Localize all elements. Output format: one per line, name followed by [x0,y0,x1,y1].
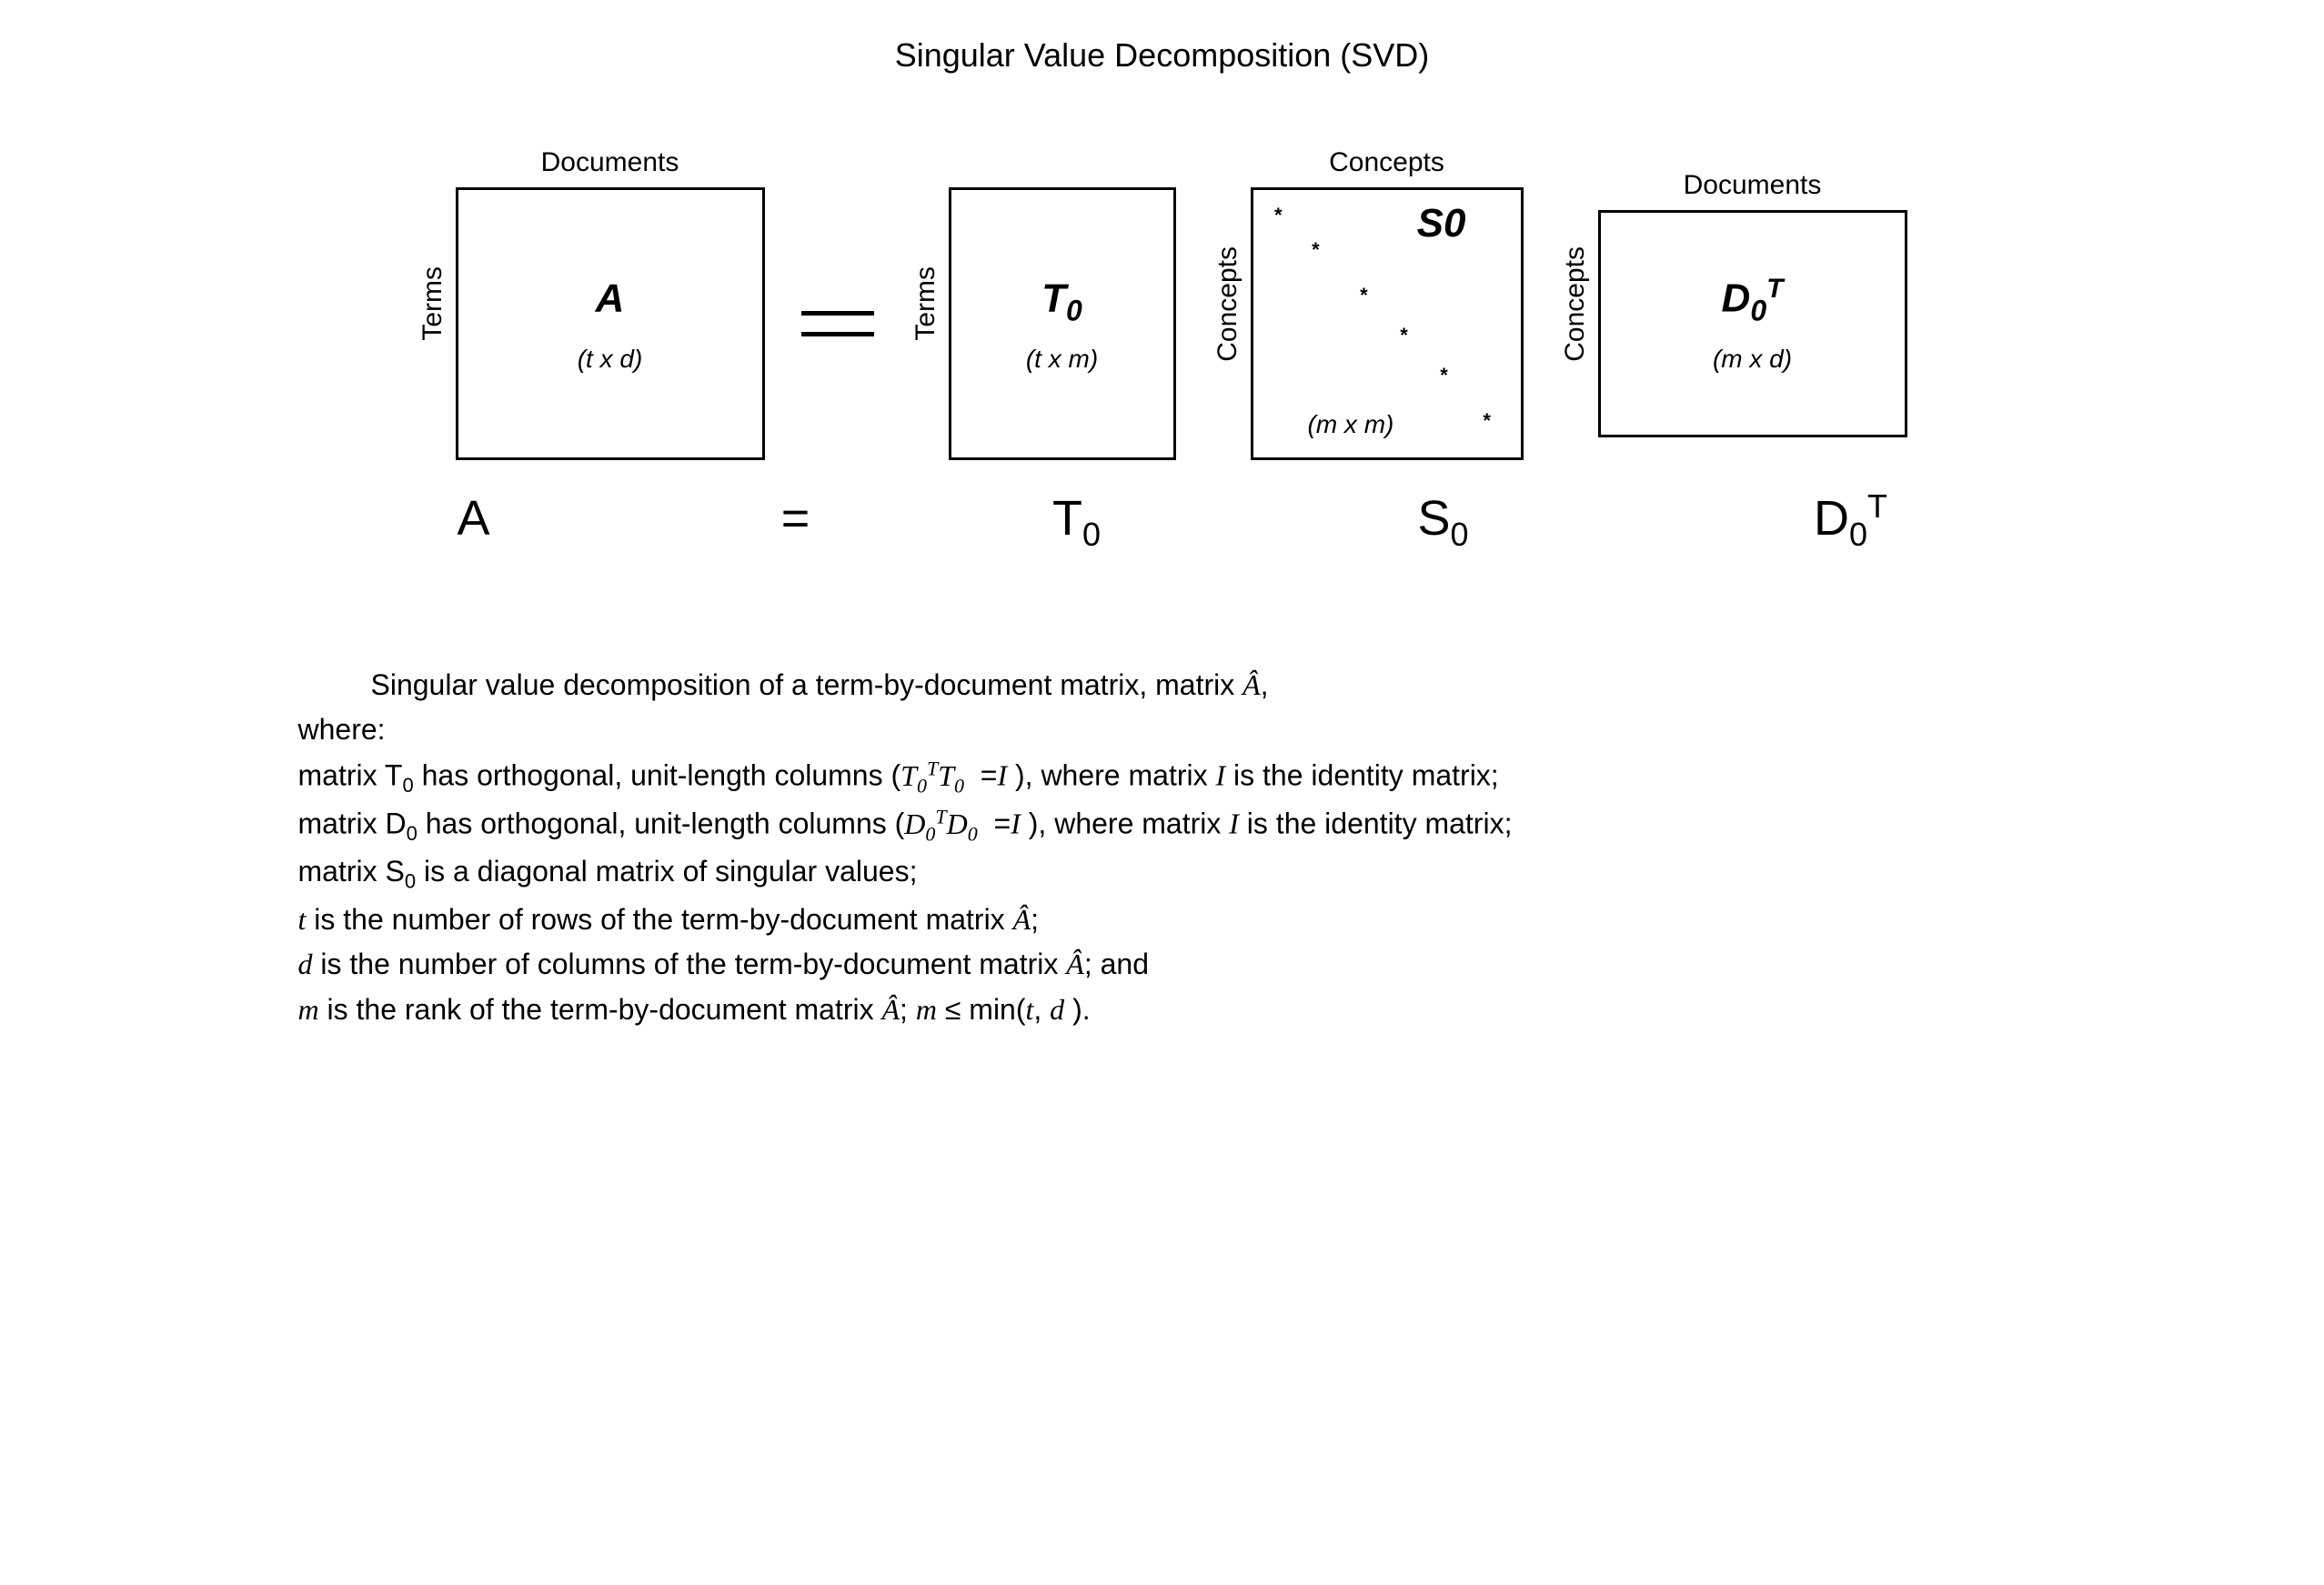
matrix-A-dim: (t x d) [578,345,643,374]
svd-diagram: Terms Documents A (t x d) Terms T0 (t x … [55,147,2269,460]
matrix-S0-box: ****** S0 (m x m) [1251,187,1524,460]
matrix-A-name: A [596,274,625,327]
equation-row: A = T0 S0 D0T [55,487,2269,554]
matrix-D0T-left-label: Concepts [1560,246,1591,362]
matrix-S0-left-label: Concepts [1212,246,1243,362]
matrix-T0-left-label: Terms [910,266,941,341]
desc-line-3: matrix S0 is a diagonal matrix of singul… [298,849,2027,897]
desc-line-5: d is the number of columns of the term-b… [298,942,2027,988]
matrix-D0T-box: D0T (m x d) [1598,210,1907,437]
desc-line-6: m is the rank of the term-by-document ma… [298,988,2027,1033]
matrix-T0-box: T0 (t x m) [949,187,1176,460]
matrix-T0-dim: (t x m) [1026,345,1098,374]
description-block: Singular value decomposition of a term-b… [298,663,2027,1033]
desc-line-4: t is the number of rows of the term-by-d… [298,898,2027,943]
matrix-S0-top-label: Concepts [1329,147,1444,180]
matrix-A-top-label: Documents [541,147,679,180]
desc-line-2: matrix D0 has orthogonal, unit-length co… [298,801,2027,849]
eq-term-D0T: D0T [1675,487,2027,554]
matrix-S0-name: S0 [1417,201,1466,246]
eq-term-T0: T0 [941,487,1212,554]
matrix-A-left-label: Terms [418,266,448,341]
eq-term-S0: S0 [1285,487,1602,554]
matrix-A-box: A (t x d) [456,187,765,460]
desc-lead: Singular value decomposition of a term-b… [298,663,2027,708]
matrix-D0T-block: Concepts Documents D0T (m x d) [1560,170,1907,437]
desc-line-1: matrix T0 has orthogonal, unit-length co… [298,753,2027,801]
matrix-D0T-dim: (m x d) [1713,345,1792,374]
page-title: Singular Value Decomposition (SVD) [55,36,2269,75]
matrix-T0-name: T0 [1041,274,1082,327]
equals-icon [801,311,874,336]
matrix-S0-block: Concepts Concepts ****** S0 (m x m) [1212,147,1524,460]
desc-where: where: [298,707,2027,753]
matrix-D0T-name: D0T [1722,274,1784,327]
matrix-T0-block: Terms T0 (t x m) [910,147,1176,460]
matrix-D0T-top-label: Documents [1684,170,1822,203]
matrix-A-block: Terms Documents A (t x d) [418,147,765,460]
eq-equals: = [760,490,832,547]
matrix-S0-dim: (m x m) [1308,410,1394,439]
eq-term-A: A [297,487,650,554]
